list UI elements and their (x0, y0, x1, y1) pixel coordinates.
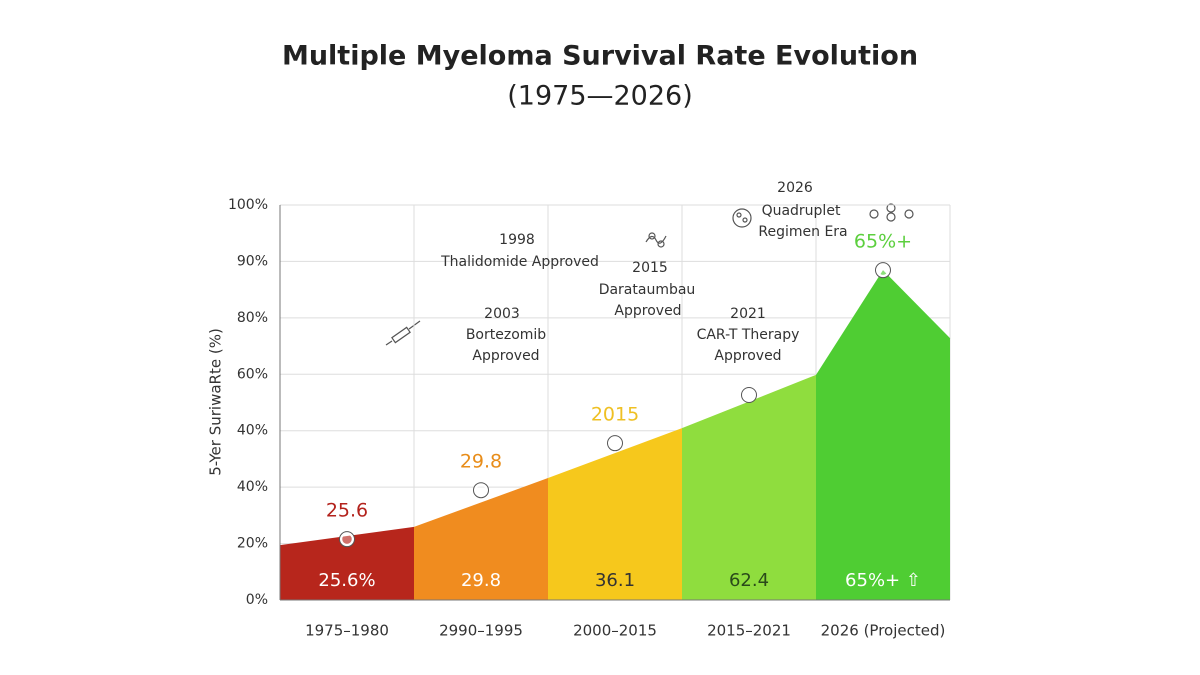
band-label: 62.4 (729, 570, 769, 591)
area-band (548, 428, 682, 600)
marker-label: 65%+ (854, 231, 912, 253)
x-tick-label: 1975–1980 (305, 622, 389, 640)
band-label: 29.8 (461, 570, 501, 591)
marker-label: 29.8 (460, 451, 502, 473)
x-tick-label: 2026 (Projected) (821, 622, 946, 640)
marker-ring (607, 435, 623, 452)
x-tick-label: 2000–2015 (573, 622, 657, 640)
y-tick-label: 40% (237, 479, 268, 495)
annotation: 2015 (632, 260, 668, 276)
y-tick-label: 100% (228, 197, 268, 213)
marker (607, 435, 623, 451)
y-axis-label: 5-Yer SuriwaRte (%) (207, 328, 225, 476)
marker-ring (339, 531, 355, 548)
annotation: Bortezomib (466, 327, 546, 343)
annotation: Regimen Era (758, 224, 847, 240)
marker (875, 262, 891, 278)
x-tick-label: 2015–2021 (707, 622, 791, 640)
cell-icons (732, 203, 914, 228)
area-band (682, 374, 816, 600)
marker-ring (875, 262, 891, 279)
y-tick-label: 40% (237, 423, 268, 439)
annotation: 2003 (484, 306, 520, 322)
marker-label: 25.6 (326, 500, 368, 522)
band-label: 25.6% (318, 570, 375, 591)
annotation: 2021 (730, 306, 766, 322)
annotation: CAR-T Therapy (697, 327, 800, 343)
syringe-icon (385, 320, 421, 346)
x-tick-label: 2990–1995 (439, 622, 523, 640)
molecule-icon (645, 232, 667, 248)
marker-label: 2015 (591, 404, 639, 426)
y-tick-label: 0% (246, 592, 268, 608)
marker (339, 531, 355, 547)
annotation: 1998 (499, 232, 535, 248)
annotation: Thalidomide Approved (440, 254, 599, 270)
annotation: Approved (614, 303, 681, 319)
y-tick-label: 90% (237, 253, 268, 269)
annotation: Darataumbau (599, 282, 696, 298)
y-tick-label: 80% (237, 310, 268, 326)
annotation: Approved (472, 348, 539, 364)
band-label: 36.1 (595, 570, 635, 591)
marker-ring (741, 386, 757, 403)
marker (473, 482, 489, 498)
area-band (414, 477, 548, 600)
band-label: 65%+ ⇧ (845, 570, 921, 591)
area-band (816, 270, 950, 600)
annotation: Approved (714, 348, 781, 364)
annotation: 2026 (777, 180, 813, 196)
marker (741, 387, 757, 403)
area-band (280, 526, 414, 600)
marker-ring (473, 482, 489, 499)
chart-subtitle: (1975—2026) (507, 81, 693, 112)
annotation: Quadruplet (762, 203, 841, 219)
chart-title: Multiple Myeloma Survival Rate Evolution (282, 41, 918, 72)
y-tick-label: 60% (237, 366, 268, 382)
y-tick-label: 20% (237, 536, 268, 552)
